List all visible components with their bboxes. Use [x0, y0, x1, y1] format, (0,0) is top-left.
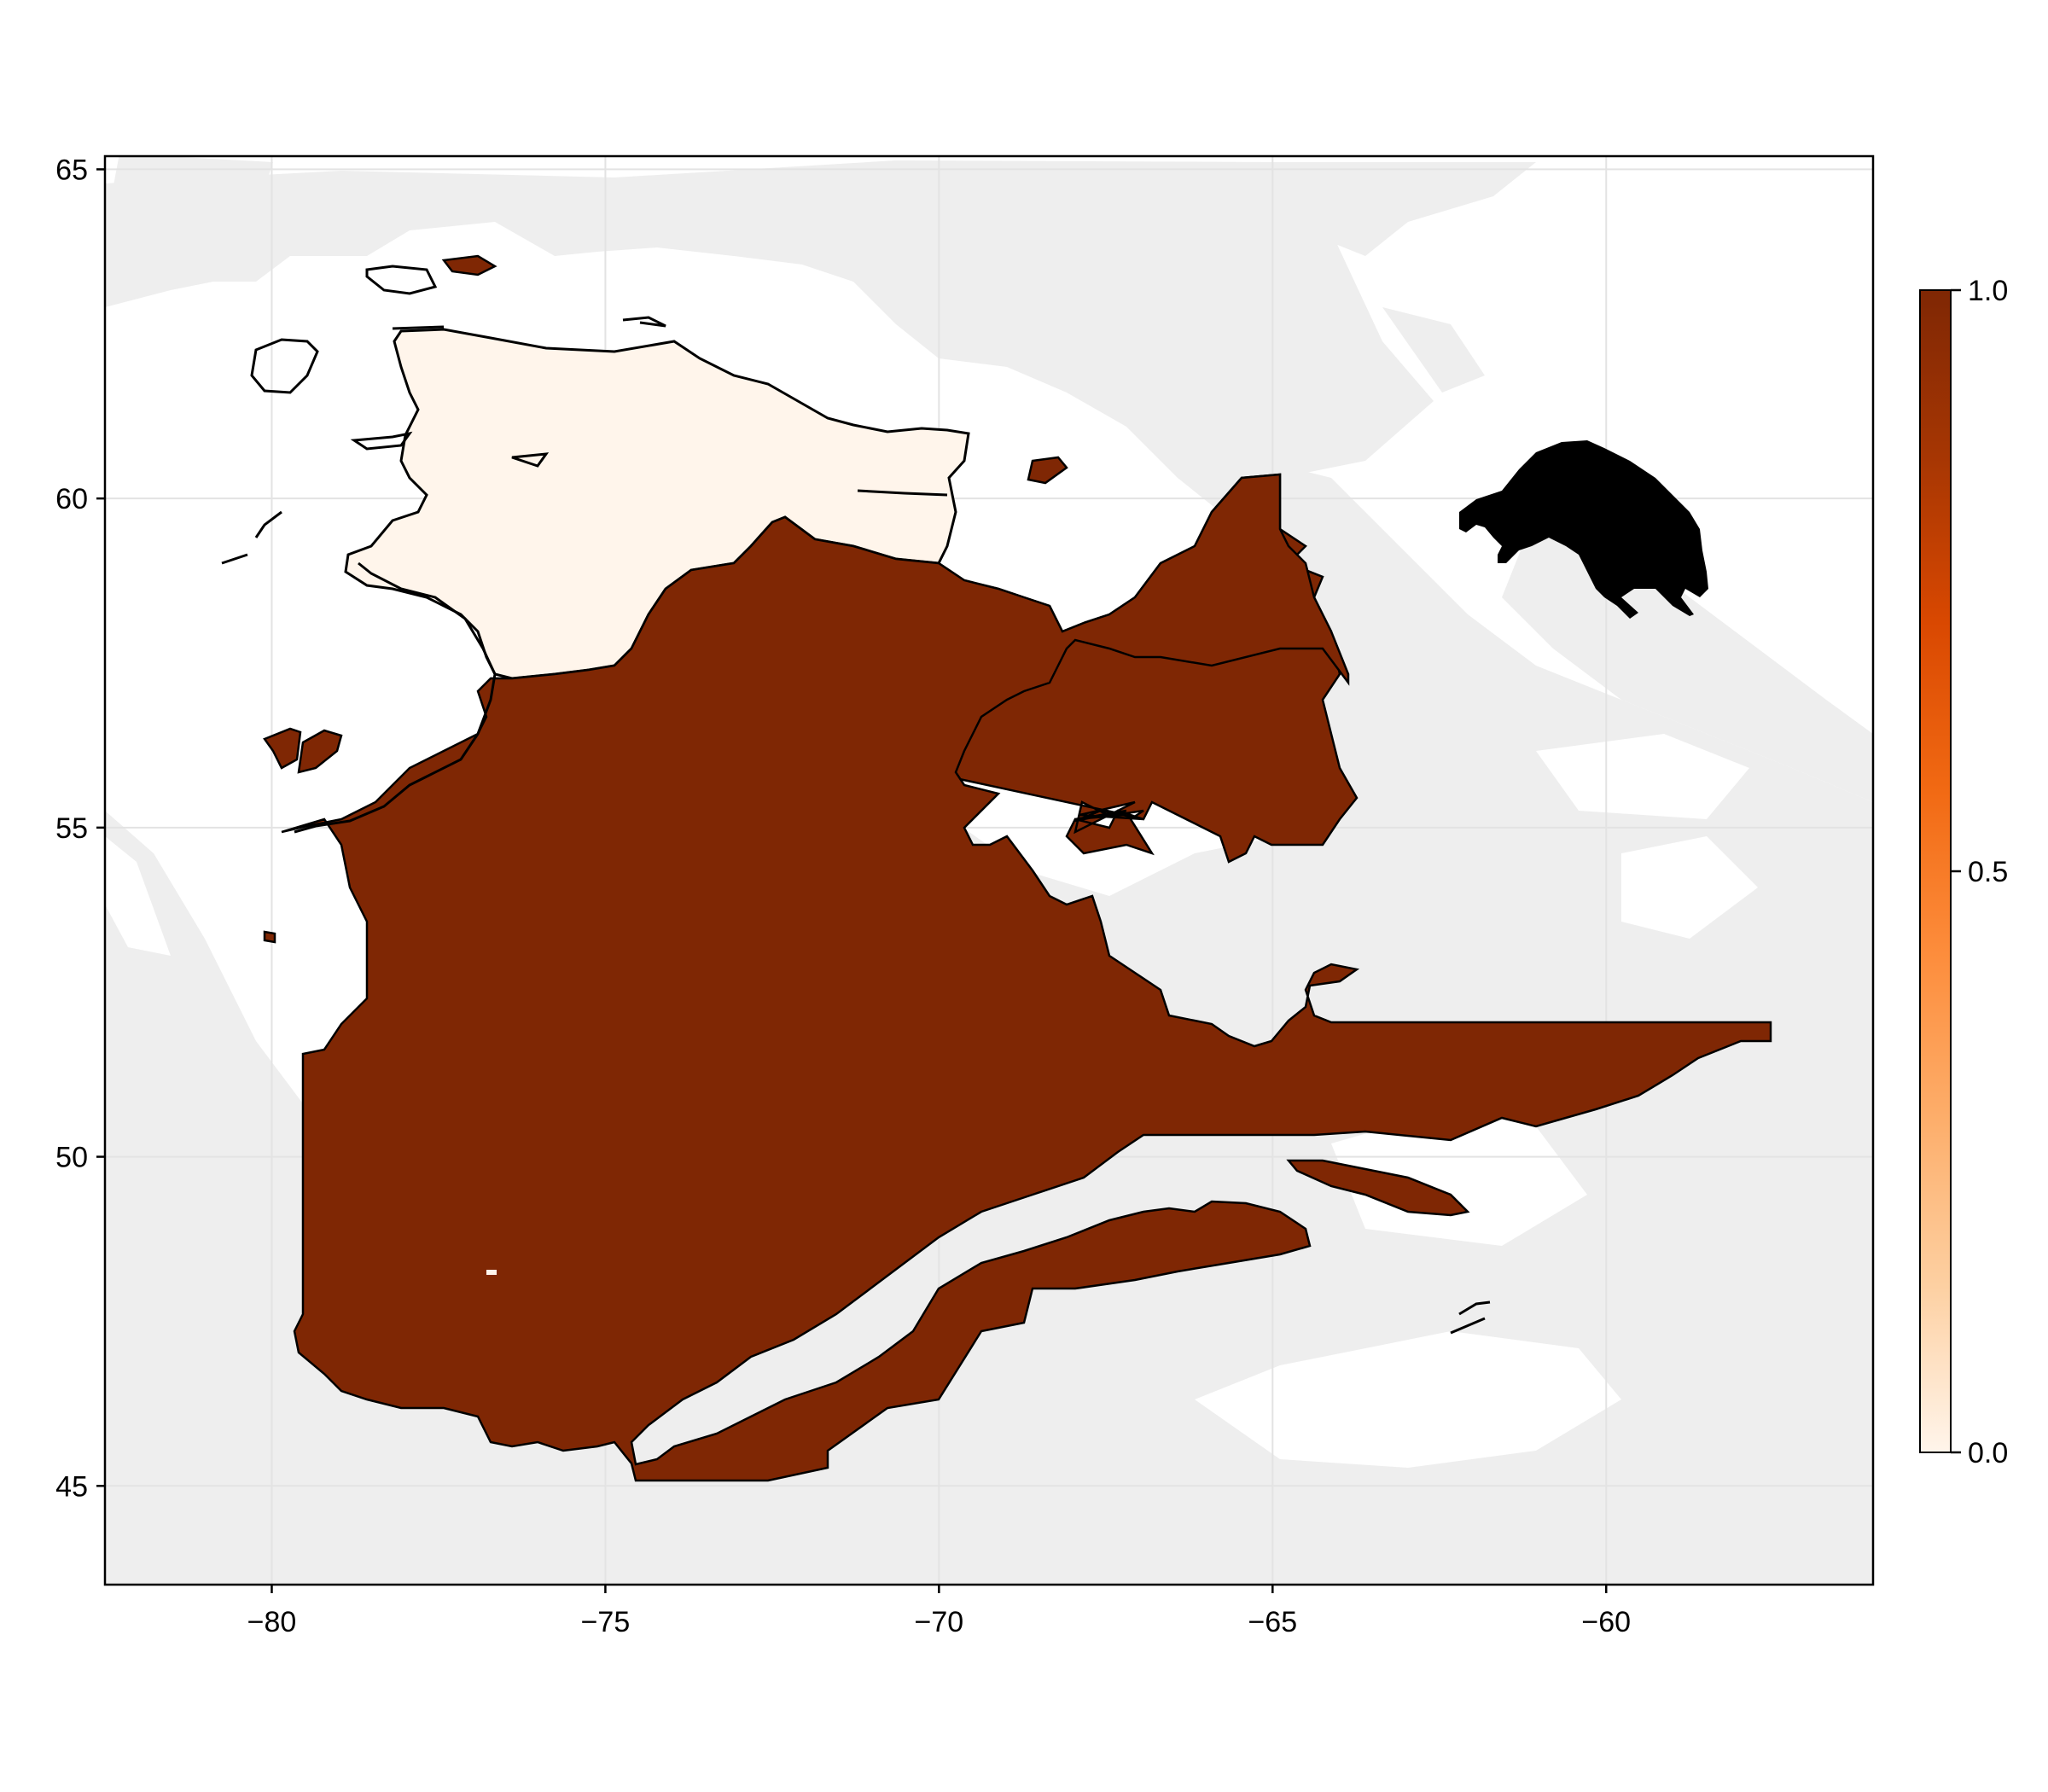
- x-tick-label: −65: [1248, 1606, 1297, 1638]
- plot-frame: [103, 154, 1875, 1586]
- y-tick-label: 50: [55, 1142, 88, 1174]
- island-outlines: [221, 265, 1491, 1335]
- colorbar: 0.0 0.5 1.0: [1919, 275, 2008, 1469]
- x-tick-label: −75: [581, 1606, 631, 1638]
- colorbar-tick-label: 0.5: [1968, 856, 2008, 888]
- x-tick-label: −80: [247, 1606, 297, 1638]
- region-high-value: [263, 254, 1772, 1482]
- y-axis: 45 50 55 60 65: [55, 154, 105, 1503]
- y-tick-label: 60: [55, 483, 88, 515]
- x-axis: −80 −75 −70 −65 −60: [247, 1585, 1631, 1638]
- colorbar-gradient: [1919, 289, 1952, 1453]
- colorbar-ticks: 0.0 0.5 1.0: [1951, 275, 2008, 1469]
- map-area: [105, 156, 1873, 1585]
- y-tick-label: 45: [55, 1470, 88, 1503]
- animal-silhouette-icon: [1459, 440, 1708, 619]
- colorbar-tick-label: 0.0: [1968, 1437, 2008, 1469]
- water-patches: [105, 734, 1758, 1468]
- colorbar-tick-label: 1.0: [1968, 275, 2008, 307]
- y-tick-label: 55: [55, 812, 88, 845]
- y-tick-label: 65: [55, 154, 88, 186]
- x-tick-label: −60: [1581, 1606, 1631, 1638]
- x-tick-label: −70: [915, 1606, 964, 1638]
